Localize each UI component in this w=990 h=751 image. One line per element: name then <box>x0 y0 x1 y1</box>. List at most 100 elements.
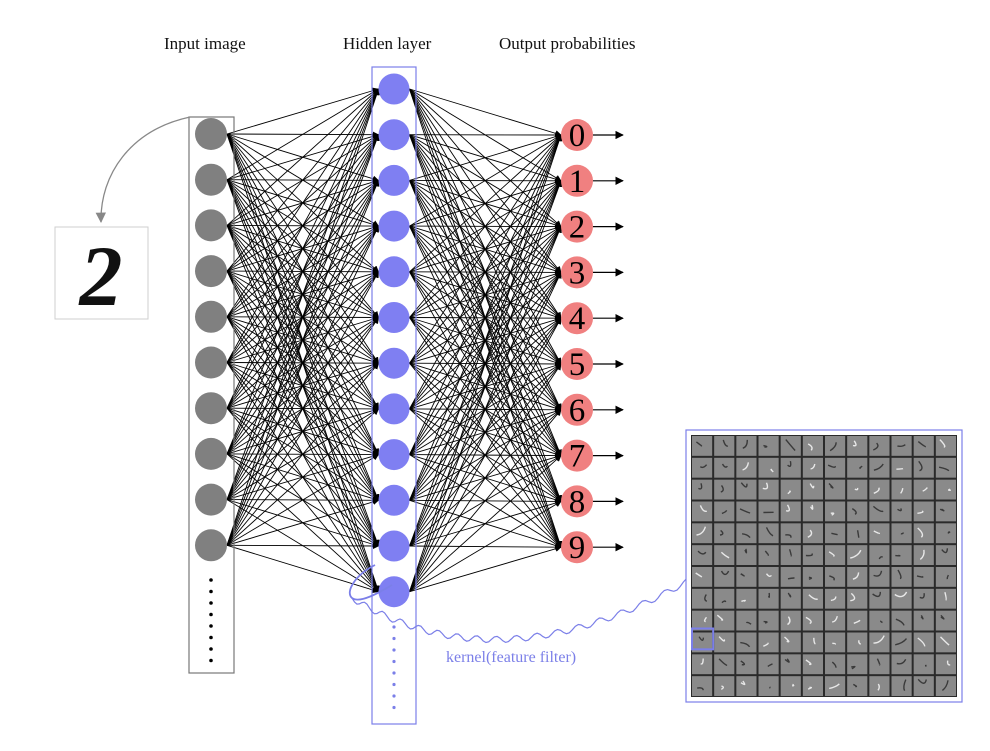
filter-cell <box>781 523 801 543</box>
filter-stroke <box>926 665 927 666</box>
sample-digit: 2 <box>78 228 123 324</box>
filter-cell <box>803 545 823 565</box>
input-image-title: Input image <box>164 34 246 54</box>
output-label: 5 <box>569 347 586 383</box>
hidden-node <box>379 119 410 150</box>
filter-cell <box>847 654 867 674</box>
filter-cell <box>825 480 845 500</box>
filter-stroke <box>896 469 903 470</box>
filter-cell <box>759 589 779 609</box>
edge-hidden-output <box>410 181 562 592</box>
filter-cell <box>914 502 934 522</box>
filter-cell <box>825 567 845 587</box>
filter-cell <box>803 611 823 631</box>
hidden-ellipsis-dot <box>392 637 395 640</box>
hidden-ellipsis-dot <box>392 648 395 651</box>
filter-cell <box>914 676 934 696</box>
filter-cell <box>803 436 823 456</box>
filter-cell <box>936 611 956 631</box>
hidden-ellipsis-dot <box>392 694 395 697</box>
edge-hidden-output <box>410 272 562 591</box>
filter-cell <box>692 545 712 565</box>
edge-hidden-output <box>410 547 562 592</box>
filter-cell <box>759 676 779 696</box>
input-to-image-arrow <box>101 117 190 222</box>
filter-cell <box>847 502 867 522</box>
input-node <box>195 255 227 287</box>
filter-stroke <box>948 532 950 533</box>
filter-cell <box>936 436 956 456</box>
filter-cell <box>759 611 779 631</box>
output-probabilities-title: Output probabilities <box>499 34 635 54</box>
filter-cell <box>892 545 912 565</box>
edge-hidden-output <box>410 89 562 135</box>
filter-cell <box>781 567 801 587</box>
filter-cell <box>759 523 779 543</box>
filter-cell <box>914 611 934 631</box>
filter-cell <box>736 676 756 696</box>
filter-cell <box>736 589 756 609</box>
filter-cell <box>892 502 912 522</box>
hidden-node <box>379 348 410 379</box>
filter-cell <box>714 567 734 587</box>
filter-cell <box>869 567 889 587</box>
edge-input-hidden <box>227 545 379 546</box>
hidden-node <box>379 211 410 242</box>
filter-cell <box>892 654 912 674</box>
hidden-node <box>379 576 410 607</box>
filter-cell <box>692 589 712 609</box>
hidden-node <box>379 165 410 196</box>
filter-cell <box>825 633 845 653</box>
hidden-node <box>379 256 410 287</box>
filter-cell <box>892 611 912 631</box>
filter-cell <box>803 633 823 653</box>
filter-cell <box>914 567 934 587</box>
filter-cell <box>714 589 734 609</box>
filter-cell <box>781 458 801 478</box>
filter-cell <box>936 567 956 587</box>
input-node <box>195 118 227 150</box>
input-ellipsis-dot <box>209 613 213 617</box>
hidden-ellipsis-dot <box>392 706 395 709</box>
filter-cell <box>914 633 934 653</box>
filter-cell <box>803 567 823 587</box>
filter-cell <box>936 523 956 543</box>
hidden-node <box>379 393 410 424</box>
filter-cell <box>759 654 779 674</box>
filter-cell <box>936 458 956 478</box>
filter-cell <box>714 611 734 631</box>
filter-cell <box>781 611 801 631</box>
filter-cell <box>892 480 912 500</box>
filter-cell <box>759 480 779 500</box>
filter-cell <box>759 567 779 587</box>
filter-cell <box>847 633 867 653</box>
filter-cell <box>736 523 756 543</box>
input-node <box>195 347 227 379</box>
output-label: 3 <box>569 255 586 291</box>
filter-cell <box>869 633 889 653</box>
output-label: 0 <box>569 118 586 154</box>
filter-cell <box>714 633 734 653</box>
input-ellipsis-dot <box>209 659 213 663</box>
filter-cell <box>714 523 734 543</box>
hidden-node <box>379 531 410 562</box>
edge-input-hidden <box>227 89 379 408</box>
filter-cell <box>936 480 956 500</box>
filter-cell <box>847 436 867 456</box>
filter-cell <box>736 633 756 653</box>
filter-cell <box>692 676 712 696</box>
filter-cell <box>825 502 845 522</box>
filter-cell <box>759 502 779 522</box>
filter-stroke <box>788 578 795 579</box>
input-ellipsis-dot <box>209 624 213 628</box>
filter-cell <box>847 611 867 631</box>
filter-cell <box>869 502 889 522</box>
input-ellipsis-dot <box>209 601 213 605</box>
filter-cell <box>759 458 779 478</box>
filter-cell <box>803 523 823 543</box>
filter-cell <box>847 523 867 543</box>
filter-cell <box>736 545 756 565</box>
input-ellipsis-dot <box>209 636 213 640</box>
